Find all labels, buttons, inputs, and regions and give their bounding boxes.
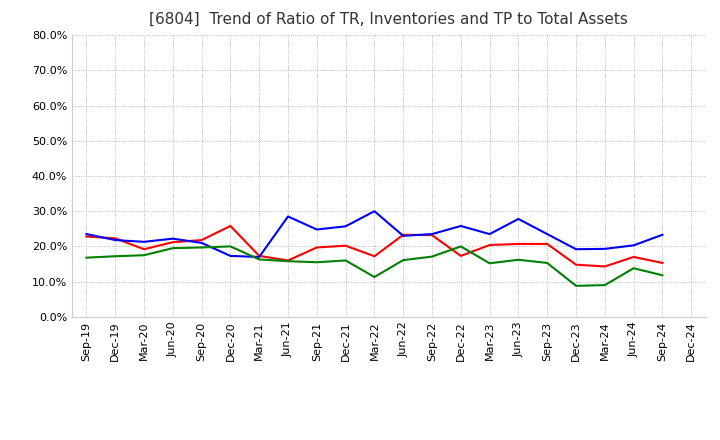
Trade Payables (140, 253, 148, 258)
Trade Payables (82, 255, 91, 260)
Inventories (370, 209, 379, 214)
Trade Payables (428, 254, 436, 259)
Trade Payables (485, 260, 494, 266)
Inventories (600, 246, 609, 252)
Trade Receivables (370, 253, 379, 259)
Inventories (428, 231, 436, 237)
Inventories (658, 232, 667, 238)
Trade Payables (456, 244, 465, 249)
Trade Payables (111, 253, 120, 259)
Trade Receivables (82, 234, 91, 239)
Trade Payables (600, 282, 609, 288)
Trade Receivables (428, 232, 436, 238)
Inventories (111, 238, 120, 243)
Trade Receivables (312, 245, 321, 250)
Trade Receivables (543, 241, 552, 246)
Trade Receivables (658, 260, 667, 266)
Trade Receivables (197, 238, 206, 243)
Inventories (399, 233, 408, 238)
Trade Receivables (168, 239, 177, 245)
Trade Receivables (399, 232, 408, 238)
Line: Inventories: Inventories (86, 211, 662, 257)
Trade Payables (312, 260, 321, 265)
Trade Payables (226, 244, 235, 249)
Trade Receivables (284, 258, 292, 263)
Inventories (485, 231, 494, 237)
Trade Payables (399, 257, 408, 263)
Trade Payables (629, 266, 638, 271)
Trade Receivables (226, 224, 235, 229)
Trade Receivables (255, 253, 264, 259)
Inventories (82, 231, 91, 237)
Trade Receivables (600, 264, 609, 269)
Line: Trade Payables: Trade Payables (86, 246, 662, 286)
Trade Receivables (341, 243, 350, 248)
Trade Payables (168, 246, 177, 251)
Trade Payables (514, 257, 523, 262)
Trade Receivables (456, 253, 465, 259)
Trade Payables (284, 259, 292, 264)
Trade Payables (255, 257, 264, 262)
Inventories (226, 253, 235, 259)
Trade Receivables (629, 254, 638, 260)
Inventories (514, 216, 523, 222)
Inventories (456, 224, 465, 229)
Trade Receivables (140, 246, 148, 252)
Trade Receivables (572, 262, 580, 268)
Trade Payables (572, 283, 580, 289)
Trade Receivables (111, 236, 120, 241)
Inventories (255, 254, 264, 260)
Inventories (543, 231, 552, 237)
Inventories (197, 240, 206, 246)
Trade Payables (370, 275, 379, 280)
Title: [6804]  Trend of Ratio of TR, Inventories and TP to Total Assets: [6804] Trend of Ratio of TR, Inventories… (149, 12, 629, 27)
Trade Receivables (514, 241, 523, 246)
Line: Trade Receivables: Trade Receivables (86, 226, 662, 267)
Inventories (168, 236, 177, 241)
Trade Payables (341, 258, 350, 263)
Trade Payables (658, 273, 667, 278)
Trade Receivables (485, 242, 494, 248)
Inventories (312, 227, 321, 232)
Inventories (140, 239, 148, 245)
Trade Payables (543, 260, 552, 266)
Inventories (341, 224, 350, 229)
Inventories (284, 214, 292, 219)
Inventories (629, 243, 638, 248)
Trade Payables (197, 245, 206, 250)
Inventories (572, 246, 580, 252)
